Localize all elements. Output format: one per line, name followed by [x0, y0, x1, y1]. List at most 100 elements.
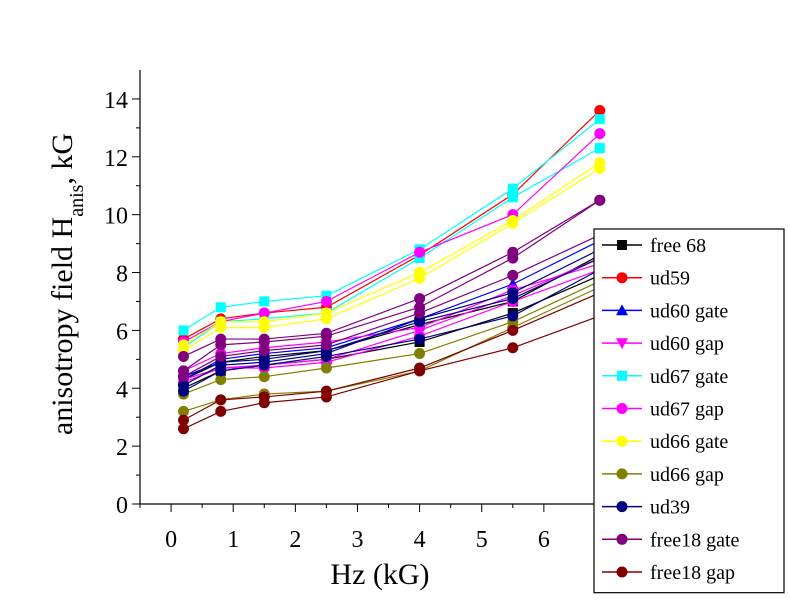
data-point	[414, 272, 426, 284]
y-tick-label: 0	[116, 493, 128, 519]
data-point	[507, 342, 519, 354]
series-line	[183, 248, 601, 386]
data-point	[177, 405, 189, 417]
data-point	[215, 394, 227, 406]
legend-label: ud66 gap	[650, 464, 724, 486]
data-point	[215, 374, 227, 386]
x-tick-label: 6	[538, 527, 550, 553]
x-tick-label: 2	[289, 527, 301, 553]
y-tick-label: 4	[116, 377, 128, 403]
x-axis-title: Hz (kG)	[330, 558, 429, 591]
y-tick-label: 2	[116, 435, 128, 461]
data-point	[215, 405, 227, 417]
legend-swatch-marker	[616, 501, 628, 513]
data-point	[178, 325, 189, 336]
data-point	[414, 333, 426, 345]
y-axis-title-unit: , kG	[46, 133, 79, 185]
legend-label: ud66 gate	[650, 431, 728, 453]
data-point	[507, 192, 518, 203]
legend-swatch-marker	[617, 370, 627, 381]
data-point	[414, 307, 426, 319]
data-point	[258, 307, 270, 319]
legend-label: ud67 gap	[650, 399, 724, 421]
data-point	[507, 324, 519, 336]
data-point	[594, 128, 606, 140]
data-point	[320, 313, 332, 325]
y-tick-label: 10	[104, 204, 128, 230]
data-point	[320, 391, 332, 403]
series-line	[183, 162, 601, 346]
data-point	[215, 339, 227, 351]
series-line	[183, 257, 601, 381]
legend-swatch-marker	[616, 566, 628, 578]
data-point	[177, 350, 189, 362]
legend: free 68 ud59 ud60 gate ud60 gap ud67 gate ud6…	[593, 228, 785, 594]
legend-label: ud60 gap	[650, 333, 724, 355]
data-point	[414, 365, 426, 377]
data-point	[321, 290, 332, 301]
data-point	[215, 302, 226, 313]
data-point	[320, 330, 332, 342]
data-point	[414, 246, 426, 258]
legend-label: free18 gap	[650, 562, 735, 584]
data-point	[507, 269, 519, 281]
y-axis-title-main: anisotropy field H	[46, 217, 79, 435]
legend-label: ud59	[650, 268, 690, 290]
series-line	[183, 147, 601, 349]
data-point	[414, 293, 426, 305]
series-line	[183, 286, 601, 412]
data-point	[414, 316, 426, 328]
data-point	[259, 296, 270, 307]
x-tick-label: 5	[476, 527, 488, 553]
legend-label: free18 gate	[650, 529, 740, 551]
legend-label: ud60 gate	[650, 300, 728, 322]
x-tick-label: 4	[414, 527, 426, 553]
data-point	[177, 423, 189, 435]
data-point	[258, 336, 270, 348]
legend-swatch-marker	[616, 304, 628, 316]
y-tick-label: 8	[116, 262, 128, 288]
data-point	[258, 353, 270, 365]
x-tick-label: 1	[227, 527, 239, 553]
data-point	[594, 105, 606, 117]
data-point	[594, 194, 606, 206]
legend-swatch-marker	[616, 468, 628, 480]
data-point	[258, 397, 270, 409]
y-tick-label: 14	[104, 88, 128, 114]
data-point	[414, 253, 425, 264]
data-point	[177, 371, 189, 383]
data-point	[507, 183, 518, 194]
legend-swatch-marker	[617, 240, 627, 250]
series-line	[183, 118, 601, 331]
x-tick-label: 0	[165, 527, 177, 553]
legend-swatch-marker	[616, 533, 628, 545]
data-point	[507, 310, 519, 322]
data-point	[414, 348, 426, 360]
data-point	[215, 350, 227, 362]
data-point	[258, 371, 270, 383]
y-tick-label: 6	[116, 319, 128, 345]
y-axis-title-subscript: anis	[66, 184, 88, 216]
series-line	[183, 110, 601, 340]
series-line	[183, 167, 601, 352]
data-point	[320, 362, 332, 374]
data-point	[507, 217, 519, 229]
legend-swatch-marker	[616, 338, 628, 350]
data-point	[258, 345, 270, 357]
y-axis-title: anisotropy field Hanis, kG	[46, 133, 88, 435]
data-point	[594, 162, 606, 174]
data-point	[215, 322, 227, 334]
data-point	[320, 295, 332, 307]
x-tick-label: 3	[351, 527, 363, 553]
data-point	[594, 114, 605, 125]
data-point	[320, 339, 332, 351]
data-point	[507, 252, 519, 264]
plot-series	[177, 105, 606, 435]
data-point	[258, 322, 270, 334]
legend-label: free 68	[650, 235, 706, 257]
data-point	[177, 379, 189, 391]
legend-swatch-marker	[616, 403, 628, 414]
legend-label: ud39	[650, 497, 690, 519]
